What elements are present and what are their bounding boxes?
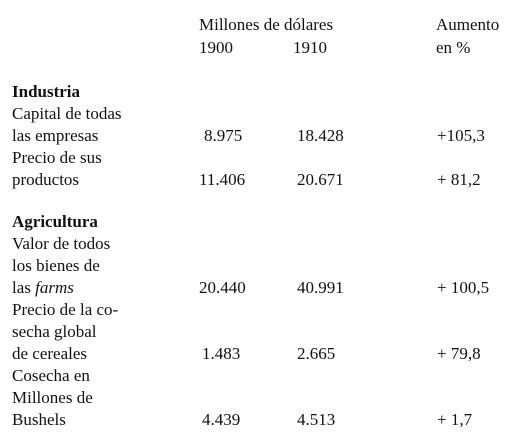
value-increase: + 81,2	[437, 170, 481, 189]
year-1910-header: 1910	[293, 38, 327, 57]
row-label: de cereales	[12, 344, 88, 363]
value-increase: + 1,7	[437, 410, 473, 429]
row-label: secha global	[12, 322, 97, 341]
row-label: los bienes de	[12, 256, 100, 275]
row-label: Precio de sus	[12, 148, 102, 167]
row-label: Millones de	[12, 388, 93, 407]
row-label-italic: farms	[35, 278, 74, 297]
value-1900: 20.440	[199, 278, 246, 297]
section-heading-industria: Industria	[12, 82, 81, 101]
value-1910: 40.991	[297, 278, 344, 297]
value-increase: + 100,5	[437, 278, 490, 297]
row-label: Bushels	[12, 410, 66, 429]
value-1900: 8.975	[204, 126, 243, 145]
value-1900: 11.406	[199, 170, 246, 189]
row-label: Capital de todas	[12, 104, 122, 123]
row-label-prefix: las	[12, 278, 31, 297]
value-1900: 1.483	[202, 344, 241, 363]
value-1910: 18.428	[297, 126, 344, 145]
increase-header: Aumento	[436, 15, 500, 34]
row-label: las farms	[12, 278, 74, 298]
value-1910: 20.671	[297, 170, 344, 189]
value-1910: 4.513	[297, 410, 336, 429]
row-label: productos	[12, 170, 80, 189]
row-label: Precio de la co-	[12, 300, 119, 319]
value-1900: 4.439	[202, 410, 241, 429]
value-increase: + 79,8	[437, 344, 481, 363]
year-1900-header: 1900	[199, 38, 233, 57]
value-1910: 2.665	[297, 344, 336, 363]
value-increase: +105,3	[437, 126, 485, 145]
row-label: Valor de todos	[12, 234, 111, 253]
increase-header-unit: en %	[436, 38, 471, 57]
row-label: las empresas	[12, 126, 99, 145]
section-heading-agricultura: Agricultura	[12, 212, 98, 231]
column-group-header: Millones de dólares	[199, 15, 334, 34]
row-label: Cosecha en	[12, 366, 90, 385]
